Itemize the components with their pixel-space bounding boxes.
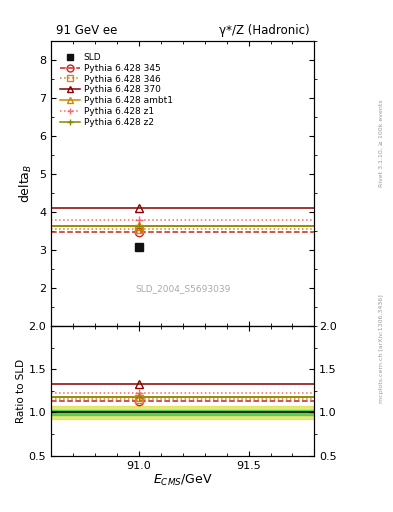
Bar <box>51 407 314 419</box>
X-axis label: $E_{CMS}$/GeV: $E_{CMS}$/GeV <box>153 473 213 488</box>
Text: SLD_2004_S5693039: SLD_2004_S5693039 <box>135 285 230 293</box>
Text: γ*/Z (Hadronic): γ*/Z (Hadronic) <box>219 24 309 37</box>
Text: mcplots.cern.ch [arXiv:1306.3436]: mcplots.cern.ch [arXiv:1306.3436] <box>379 294 384 402</box>
Bar <box>51 410 314 415</box>
Text: Rivet 3.1.10, ≥ 100k events: Rivet 3.1.10, ≥ 100k events <box>379 99 384 187</box>
Y-axis label: Ratio to SLD: Ratio to SLD <box>16 359 26 423</box>
Text: 91 GeV ee: 91 GeV ee <box>56 24 118 37</box>
Legend: SLD, Pythia 6.428 345, Pythia 6.428 346, Pythia 6.428 370, Pythia 6.428 ambt1, P: SLD, Pythia 6.428 345, Pythia 6.428 346,… <box>58 51 174 129</box>
Y-axis label: delta$_B$: delta$_B$ <box>17 164 33 203</box>
